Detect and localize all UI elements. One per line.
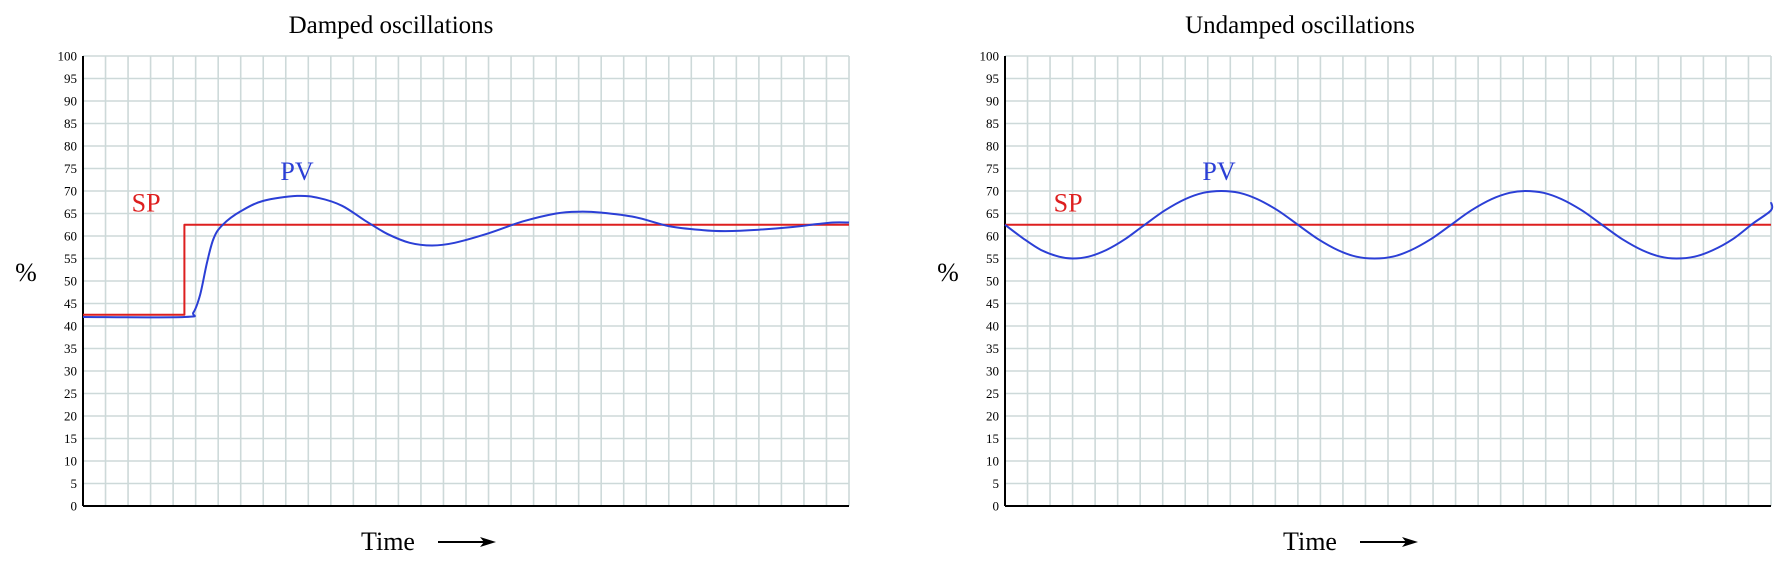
y-tick-label: 15 xyxy=(986,431,999,446)
y-tick-label: 0 xyxy=(993,499,1000,514)
y-tick-label: 60 xyxy=(64,229,77,244)
y-tick-label: 45 xyxy=(986,296,999,311)
y-tick-label: 90 xyxy=(986,94,999,109)
y-tick-label: 5 xyxy=(71,476,78,491)
y-tick-label: 30 xyxy=(64,364,77,379)
y-axis-label: % xyxy=(15,258,37,287)
series-label-pv: PV xyxy=(1202,157,1235,186)
y-tick-label: 40 xyxy=(986,319,999,334)
y-tick-label: 20 xyxy=(986,409,999,424)
x-axis-label: Time xyxy=(1283,527,1337,556)
y-tick-label: 25 xyxy=(986,386,999,401)
y-tick-label: 40 xyxy=(64,319,77,334)
y-tick-label: 45 xyxy=(64,296,77,311)
y-tick-label: 95 xyxy=(64,71,77,86)
x-axis-label: Time xyxy=(361,527,415,556)
series-label-sp: SP xyxy=(132,188,161,217)
series-line-pv xyxy=(82,194,850,319)
y-tick-label: 90 xyxy=(64,94,77,109)
y-tick-label: 80 xyxy=(64,139,77,154)
y-tick-label: 80 xyxy=(986,139,999,154)
y-tick-label: 35 xyxy=(64,341,77,356)
chart-title: Undamped oscillations xyxy=(1185,12,1415,39)
grid xyxy=(1005,55,1772,506)
y-tick-label: 50 xyxy=(986,274,999,289)
series-label-sp: SP xyxy=(1054,188,1083,217)
y-tick-label: 65 xyxy=(986,206,999,221)
right-arrow-icon xyxy=(438,537,496,547)
series-line-sp xyxy=(83,223,849,316)
y-tick-label: 15 xyxy=(64,431,77,446)
y-tick-label: 95 xyxy=(986,71,999,86)
y-tick-label: 50 xyxy=(64,274,77,289)
right-arrow-icon xyxy=(1360,537,1418,547)
y-tick-label: 20 xyxy=(64,409,77,424)
y-tick-label: 55 xyxy=(986,251,999,266)
y-tick-label: 55 xyxy=(64,251,77,266)
chart-panel-2: 0 5 10 15 20 25 30 35 40 45 50 55 60 65 70 75 80 85 90 95 10… xyxy=(937,12,1774,556)
grid xyxy=(83,55,850,506)
y-tick-label: 35 xyxy=(986,341,999,356)
y-tick-label: 85 xyxy=(986,116,999,131)
y-tick-label: 5 xyxy=(993,476,1000,491)
y-tick-label: 30 xyxy=(986,364,999,379)
y-tick-label: 100 xyxy=(980,49,1000,64)
y-tick-label: 10 xyxy=(64,454,77,469)
y-tick-label: 70 xyxy=(986,184,999,199)
y-tick-label: 85 xyxy=(64,116,77,131)
y-tick-label: 25 xyxy=(64,386,77,401)
series-line-pv xyxy=(1004,190,1774,260)
y-tick-label: 60 xyxy=(986,229,999,244)
y-tick-label: 75 xyxy=(986,161,999,176)
y-tick-label: 75 xyxy=(64,161,77,176)
y-axis-label: % xyxy=(937,258,959,287)
chart-title: Damped oscillations xyxy=(289,12,494,39)
chart-panel-1: 0 5 10 15 20 25 30 35 40 45 50 55 60 65 70 75 80 85 90 95 10… xyxy=(15,12,850,556)
y-tick-label: 70 xyxy=(64,184,77,199)
y-tick-label: 100 xyxy=(58,49,78,64)
y-tick-label: 0 xyxy=(71,499,78,514)
y-tick-label: 65 xyxy=(64,206,77,221)
series-label-pv: PV xyxy=(280,157,313,186)
y-tick-label: 10 xyxy=(986,454,999,469)
